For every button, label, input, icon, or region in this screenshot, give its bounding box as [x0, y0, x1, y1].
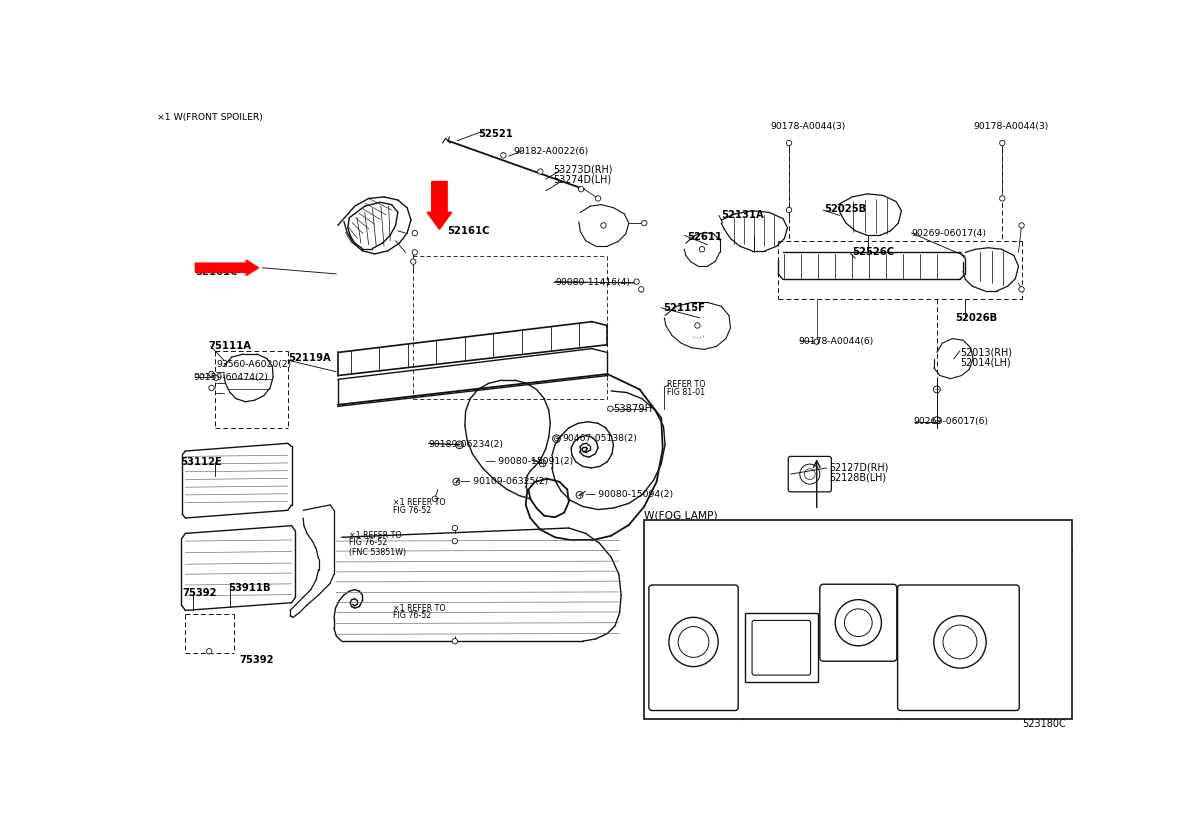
- Text: 52126B(LH): 52126B(LH): [746, 607, 805, 616]
- Text: 53911B: 53911B: [228, 582, 271, 592]
- Text: 52125B(RH): 52125B(RH): [746, 598, 808, 606]
- Text: 52131A: 52131A: [721, 210, 764, 220]
- Text: 55W: 55W: [949, 530, 971, 540]
- Text: ×1 REFER TO: ×1 REFER TO: [394, 498, 446, 507]
- Circle shape: [634, 280, 640, 285]
- Circle shape: [412, 251, 418, 256]
- Text: 52127D(RH): 52127D(RH): [829, 462, 888, 472]
- Text: 81481E(RH): 81481E(RH): [650, 561, 710, 570]
- Text: 90178-A0044(3): 90178-A0044(3): [973, 122, 1049, 131]
- Text: ×1 REFER TO: ×1 REFER TO: [394, 603, 446, 612]
- Text: FIG 76-52: FIG 76-52: [349, 538, 388, 547]
- Text: 90178-A0044(3): 90178-A0044(3): [770, 122, 846, 131]
- Text: 52013(RH): 52013(RH): [960, 347, 1012, 357]
- Circle shape: [638, 287, 644, 293]
- Text: FIG 76-52: FIG 76-52: [394, 505, 432, 514]
- Circle shape: [1019, 223, 1025, 229]
- Circle shape: [1019, 287, 1025, 293]
- Circle shape: [578, 187, 584, 193]
- Text: 90178-A0044(6): 90178-A0044(6): [798, 336, 874, 345]
- Text: 19W(CHROME BEZEL): 19W(CHROME BEZEL): [766, 530, 875, 540]
- Text: 90182-A0022(6): 90182-A0022(6): [514, 147, 589, 156]
- Text: 53112E: 53112E: [180, 457, 222, 467]
- Text: 52014(LH): 52014(LH): [960, 357, 1010, 367]
- Text: 90189-06234(2): 90189-06234(2): [428, 439, 504, 448]
- Text: 53879H: 53879H: [613, 404, 653, 414]
- Circle shape: [642, 221, 647, 227]
- Circle shape: [206, 648, 212, 654]
- Text: 52521: 52521: [478, 128, 512, 138]
- Circle shape: [1000, 197, 1006, 202]
- Circle shape: [452, 538, 457, 544]
- Circle shape: [595, 197, 601, 202]
- Circle shape: [786, 141, 792, 146]
- Circle shape: [786, 208, 792, 213]
- FancyArrow shape: [427, 182, 451, 230]
- Text: 52161C: 52161C: [196, 267, 238, 277]
- Text: 53273D(RH): 53273D(RH): [553, 164, 613, 174]
- Text: 90269-06017(4): 90269-06017(4): [912, 228, 986, 237]
- Text: 52119A: 52119A: [288, 353, 330, 363]
- Circle shape: [500, 154, 506, 159]
- Text: 81482C(LH): 81482C(LH): [823, 571, 882, 580]
- Circle shape: [814, 340, 820, 345]
- Text: 52161C: 52161C: [426, 214, 476, 227]
- Text: 75392: 75392: [239, 654, 274, 665]
- Text: 75111A: 75111A: [209, 341, 252, 351]
- Circle shape: [700, 247, 704, 253]
- Circle shape: [695, 323, 700, 329]
- Text: ― 90080-15091(2): ― 90080-15091(2): [486, 456, 572, 465]
- Text: 90467-05138(2): 90467-05138(2): [563, 434, 637, 442]
- Text: 52526C: 52526C: [852, 247, 894, 257]
- Circle shape: [432, 496, 438, 502]
- Text: 75392: 75392: [182, 588, 217, 598]
- Circle shape: [601, 223, 606, 229]
- Text: 52161C: 52161C: [448, 226, 490, 237]
- Text: 81482C(LH): 81482C(LH): [650, 571, 709, 580]
- Text: 81481E(RH): 81481E(RH): [823, 561, 883, 570]
- Text: 81481E(RH): 81481E(RH): [901, 561, 960, 570]
- Circle shape: [214, 375, 218, 381]
- Text: 52025B: 52025B: [824, 203, 866, 214]
- Text: 52161C: 52161C: [198, 261, 245, 271]
- Circle shape: [452, 526, 457, 531]
- Text: ― 90080-15094(2): ― 90080-15094(2): [586, 489, 673, 498]
- Circle shape: [209, 385, 215, 391]
- Text: 52115F: 52115F: [662, 303, 704, 313]
- Text: 523180C: 523180C: [1021, 719, 1066, 729]
- Circle shape: [1000, 141, 1006, 146]
- Circle shape: [607, 407, 613, 412]
- Circle shape: [412, 231, 418, 237]
- Text: 52026B: 52026B: [955, 313, 997, 323]
- Text: (FNC 53851W): (FNC 53851W): [349, 547, 407, 556]
- Text: 90269-06017(6): 90269-06017(6): [913, 416, 989, 425]
- Text: ×1 REFER TO: ×1 REFER TO: [349, 530, 402, 539]
- Text: 93560-A6020(2): 93560-A6020(2): [216, 359, 292, 368]
- Text: 90159-60474(2): 90159-60474(2): [193, 372, 268, 381]
- Circle shape: [410, 260, 416, 265]
- Text: 19W: 19W: [683, 530, 704, 540]
- Text: FIG 81-01: FIG 81-01: [667, 388, 706, 397]
- Text: 53274D(LH): 53274D(LH): [553, 174, 612, 184]
- Text: ― 90109-06325(2): ― 90109-06325(2): [461, 476, 548, 485]
- Text: 90080-11416(4): 90080-11416(4): [554, 278, 630, 287]
- Text: ×1 W(FRONT SPOILER): ×1 W(FRONT SPOILER): [157, 113, 263, 122]
- Text: 52611: 52611: [688, 232, 722, 241]
- Circle shape: [209, 372, 215, 377]
- FancyArrow shape: [196, 261, 258, 276]
- Text: FIG 76-52: FIG 76-52: [394, 610, 432, 619]
- Text: REFER TO: REFER TO: [667, 380, 706, 389]
- Circle shape: [538, 170, 544, 175]
- Text: 52128B(LH): 52128B(LH): [829, 472, 886, 482]
- Text: 81482C(LH): 81482C(LH): [901, 571, 960, 580]
- Circle shape: [452, 638, 457, 644]
- Text: W(FOG LAMP): W(FOG LAMP): [644, 510, 718, 520]
- Bar: [644, 521, 1072, 719]
